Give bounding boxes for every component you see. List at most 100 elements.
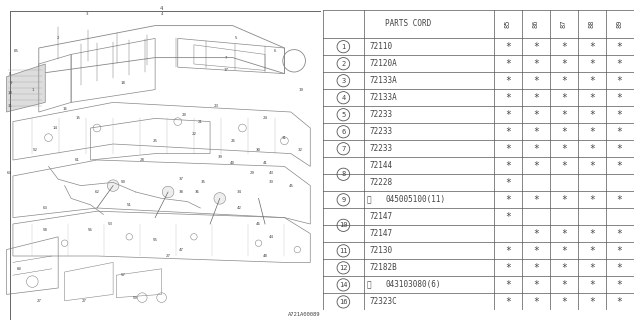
- Text: 1: 1: [31, 88, 33, 92]
- Text: *: *: [505, 246, 511, 256]
- Text: PARTS CORD: PARTS CORD: [385, 20, 432, 28]
- Text: *: *: [561, 110, 566, 120]
- Text: 72233: 72233: [370, 144, 393, 153]
- Text: *: *: [533, 246, 539, 256]
- Text: 47: 47: [179, 248, 184, 252]
- Text: 31: 31: [282, 136, 287, 140]
- Text: *: *: [505, 263, 511, 273]
- Text: 16: 16: [62, 107, 67, 111]
- Text: *: *: [505, 76, 511, 86]
- Text: 29: 29: [250, 171, 255, 175]
- Text: 1: 1: [341, 44, 346, 50]
- Text: 4: 4: [161, 12, 163, 16]
- Text: *: *: [561, 76, 566, 86]
- Text: 11: 11: [7, 104, 12, 108]
- Text: *: *: [533, 144, 539, 154]
- Text: 9: 9: [10, 81, 13, 85]
- Text: *: *: [533, 297, 539, 307]
- Text: *: *: [561, 229, 566, 239]
- Text: 45: 45: [289, 184, 293, 188]
- Text: *: *: [589, 93, 595, 103]
- Text: 43: 43: [269, 171, 274, 175]
- Text: 72120A: 72120A: [370, 59, 397, 68]
- Text: *: *: [589, 59, 595, 69]
- Text: 52: 52: [33, 148, 38, 152]
- Text: 043103080(6): 043103080(6): [385, 280, 441, 289]
- Text: 39: 39: [217, 155, 222, 159]
- Text: 61: 61: [75, 158, 80, 162]
- Text: 28: 28: [140, 158, 145, 162]
- Text: *: *: [561, 59, 566, 69]
- Circle shape: [45, 134, 52, 141]
- Circle shape: [280, 137, 288, 145]
- Text: *: *: [561, 161, 566, 171]
- Text: *: *: [505, 110, 511, 120]
- Text: 72110: 72110: [370, 42, 393, 51]
- Text: 36: 36: [195, 190, 200, 194]
- Text: *: *: [589, 297, 595, 307]
- Text: 72228: 72228: [370, 178, 393, 187]
- Text: 55: 55: [152, 238, 157, 242]
- Text: *: *: [617, 93, 623, 103]
- Text: 41: 41: [262, 161, 268, 165]
- Text: Ⓢ: Ⓢ: [367, 280, 371, 289]
- Text: 16: 16: [339, 299, 348, 305]
- Text: 27: 27: [81, 299, 86, 303]
- Text: 25: 25: [152, 139, 157, 143]
- Text: A721A00089: A721A00089: [287, 312, 320, 317]
- Text: *: *: [561, 93, 566, 103]
- Text: *: *: [505, 144, 511, 154]
- Text: *: *: [505, 178, 511, 188]
- Text: 72233: 72233: [370, 110, 393, 119]
- Text: *: *: [589, 195, 595, 205]
- Text: 72144: 72144: [370, 161, 393, 170]
- Text: *: *: [617, 110, 623, 120]
- Text: 6: 6: [273, 49, 276, 53]
- Text: *: *: [617, 229, 623, 239]
- Text: *: *: [561, 144, 566, 154]
- Text: *: *: [561, 195, 566, 205]
- Text: *: *: [561, 263, 566, 273]
- Text: 72147: 72147: [370, 212, 393, 221]
- Circle shape: [163, 186, 174, 198]
- Text: 27: 27: [36, 299, 42, 303]
- Text: 48: 48: [262, 254, 268, 258]
- Text: 7: 7: [225, 56, 227, 60]
- Text: *: *: [505, 93, 511, 103]
- Text: 15: 15: [75, 116, 80, 120]
- Text: *: *: [533, 280, 539, 290]
- Text: *: *: [561, 280, 566, 290]
- Circle shape: [214, 193, 225, 204]
- Text: *: *: [589, 127, 595, 137]
- Text: *: *: [589, 110, 595, 120]
- Text: *: *: [505, 280, 511, 290]
- Text: *: *: [589, 229, 595, 239]
- Text: *: *: [533, 76, 539, 86]
- Circle shape: [174, 118, 182, 125]
- Text: *: *: [617, 127, 623, 137]
- Text: *: *: [505, 212, 511, 222]
- Circle shape: [239, 124, 246, 132]
- Text: 18: 18: [120, 81, 125, 85]
- Text: *: *: [533, 59, 539, 69]
- Text: *: *: [533, 127, 539, 137]
- Text: *: *: [589, 76, 595, 86]
- Text: 14: 14: [339, 282, 348, 288]
- Text: 6: 6: [341, 129, 346, 135]
- Text: 3: 3: [341, 78, 346, 84]
- Text: 58: 58: [43, 228, 48, 232]
- Text: 34: 34: [237, 190, 242, 194]
- Text: 19: 19: [298, 88, 303, 92]
- Text: 045005100(11): 045005100(11): [385, 195, 445, 204]
- Text: 87: 87: [561, 20, 567, 28]
- Text: 10: 10: [7, 91, 12, 95]
- Text: 3: 3: [86, 12, 88, 16]
- Text: 63: 63: [43, 206, 48, 210]
- Text: *: *: [589, 42, 595, 52]
- Text: 21: 21: [198, 120, 203, 124]
- Text: 56: 56: [88, 228, 93, 232]
- Text: *: *: [617, 263, 623, 273]
- Text: *: *: [505, 161, 511, 171]
- Text: 35: 35: [201, 180, 206, 184]
- Text: 9: 9: [341, 197, 346, 203]
